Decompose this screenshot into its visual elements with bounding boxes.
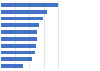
- Bar: [1, 30, 37, 34]
- Bar: [1, 23, 39, 27]
- Bar: [1, 10, 47, 13]
- Bar: [1, 3, 58, 7]
- Bar: [1, 51, 35, 54]
- Bar: [1, 64, 23, 68]
- Bar: [1, 58, 32, 61]
- Bar: [1, 44, 36, 48]
- Bar: [1, 17, 43, 20]
- Bar: [1, 37, 36, 41]
